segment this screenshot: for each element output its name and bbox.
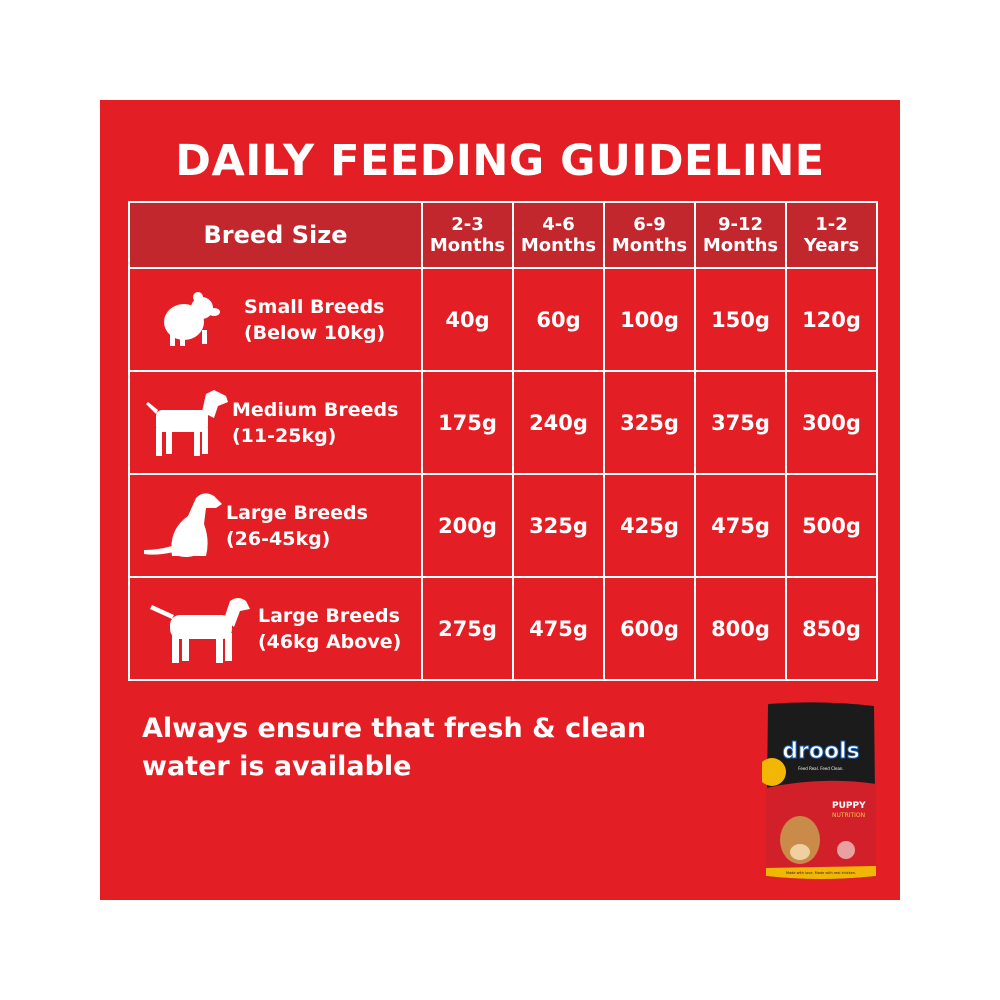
large-dog-standing-icon: [150, 597, 250, 663]
product-pack-image: drools Feed Real. Feed Clean. PUPPY NUTR…: [762, 702, 876, 879]
value-cell: 800g: [694, 576, 787, 681]
table-row: Small Breeds (Below 10kg) 40g 60g 100g 15…: [128, 267, 878, 372]
header-line: 9-12: [717, 214, 764, 235]
table-row: Medium Breeds (11-25kg) 175g 240g 325g 37…: [128, 370, 878, 475]
header-4-6-months: 4-6 Months: [512, 201, 605, 269]
value-cell: 40g: [421, 267, 514, 372]
table-row: Large Breeds (26-45kg) 200g 325g 425g 475…: [128, 473, 878, 578]
breed-name: Small Breeds: [244, 295, 385, 318]
value-cell: 325g: [512, 473, 605, 578]
water-note: Always ensure that fresh & clean water i…: [142, 713, 647, 782]
medium-dog-icon: [146, 389, 228, 456]
value-cell: 150g: [694, 267, 787, 372]
feeding-table: Breed Size 2-3 Months 4-6 Months 6-9 Months…: [128, 201, 878, 681]
breed-cell: Small Breeds (Below 10kg): [128, 267, 423, 372]
value-cell: 850g: [785, 576, 878, 681]
svg-text:Made with love. Made with real: Made with love. Made with real chicken.: [786, 871, 856, 875]
svg-text:Feed Real. Feed Clean.: Feed Real. Feed Clean.: [798, 766, 843, 771]
table-header-row: Breed Size 2-3 Months 4-6 Months 6-9 Months…: [128, 201, 878, 269]
feeding-guideline-panel: DAILY FEEDING GUIDELINE Breed Size 2-3 Mo…: [100, 100, 900, 900]
value-cell: 275g: [421, 576, 514, 681]
header-1-2-years: 1-2 Years: [785, 201, 878, 269]
header-breed-size: Breed Size: [128, 201, 423, 269]
value-cell: 325g: [603, 370, 696, 475]
header-line: 2-3: [451, 214, 484, 235]
table-row: Large Breeds (46kg Above) 275g 475g 600g …: [128, 576, 878, 681]
value-cell: 500g: [785, 473, 878, 578]
pack-brand: drools: [782, 739, 859, 764]
value-cell: 475g: [694, 473, 787, 578]
small-dog-icon: [164, 291, 220, 346]
value-cell: 240g: [512, 370, 605, 475]
page-title: DAILY FEEDING GUIDELINE: [175, 136, 825, 186]
breed-cell: Medium Breeds (11-25kg): [128, 370, 423, 475]
header-line: Years: [803, 235, 860, 256]
header-9-12-months: 9-12 Months: [694, 201, 787, 269]
breed-cell: Large Breeds (26-45kg): [128, 473, 423, 578]
breed-weight: (11-25kg): [232, 424, 337, 447]
value-cell: 600g: [603, 576, 696, 681]
breed-weight: (46kg Above): [258, 630, 402, 653]
breed-weight: (26-45kg): [226, 527, 331, 550]
value-cell: 300g: [785, 370, 878, 475]
value-cell: 60g: [512, 267, 605, 372]
header-line: Months: [520, 235, 597, 256]
header-line: 1-2: [815, 214, 848, 235]
svg-text:NUTRITION: NUTRITION: [832, 812, 865, 819]
value-cell: 175g: [421, 370, 514, 475]
breed-name: Medium Breeds: [232, 398, 399, 421]
value-cell: 120g: [785, 267, 878, 372]
breed-cell: Large Breeds (46kg Above): [128, 576, 423, 681]
svg-text:PUPPY: PUPPY: [832, 801, 866, 811]
breed-name: Large Breeds: [226, 501, 368, 524]
value-cell: 100g: [603, 267, 696, 372]
header-line: Months: [429, 235, 506, 256]
value-cell: 375g: [694, 370, 787, 475]
header-6-9-months: 6-9 Months: [603, 201, 696, 269]
header-line: 4-6: [542, 214, 575, 235]
header-line: Months: [611, 235, 688, 256]
value-cell: 475g: [512, 576, 605, 681]
value-cell: 200g: [421, 473, 514, 578]
large-dog-sitting-icon: [144, 492, 222, 557]
breed-weight: (Below 10kg): [244, 321, 386, 344]
header-line: 6-9: [633, 214, 666, 235]
header-line: Months: [702, 235, 779, 256]
value-cell: 425g: [603, 473, 696, 578]
breed-name: Large Breeds: [258, 604, 400, 627]
header-2-3-months: 2-3 Months: [421, 201, 514, 269]
